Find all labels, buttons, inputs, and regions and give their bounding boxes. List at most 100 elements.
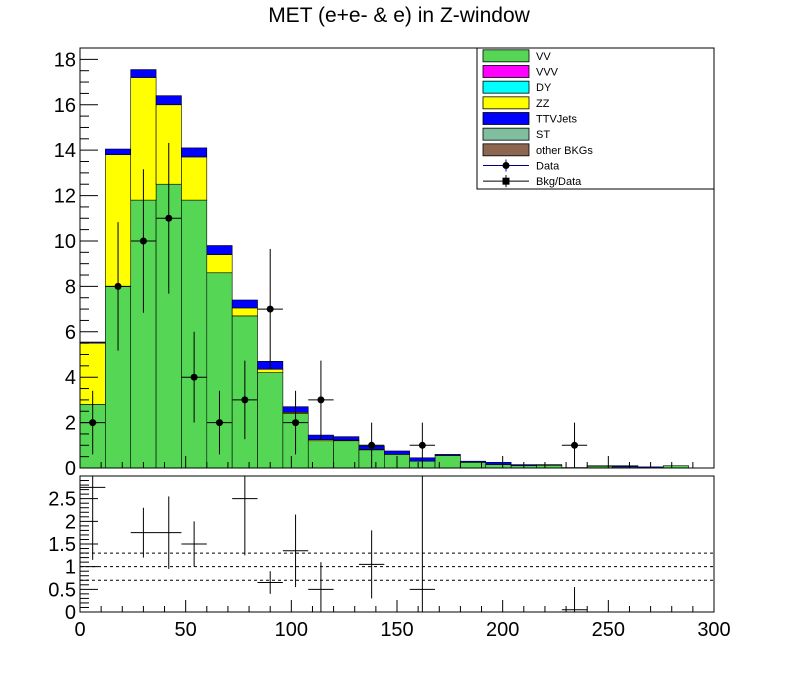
data-marker-12 [571,441,579,449]
main-data-points [80,142,588,468]
legend-label-0: VV [536,51,551,63]
legend-swatch-2 [482,80,530,94]
xtick-label-4: 200 [486,619,519,641]
data-marker-1 [114,282,122,290]
xtick-label-6: 300 [697,619,730,641]
data-point-7 [257,248,283,370]
ratio-plot-frame [79,475,715,613]
legend-label-5: ST [536,129,550,141]
main-ytick-label-9: 18 [54,49,76,71]
data-marker-3 [165,214,173,222]
data-marker-6 [241,396,249,404]
xtick-label-2: 100 [275,619,308,641]
main-ytick-label-8: 16 [54,95,76,117]
data-marker-9 [317,396,325,404]
chart-title: MET (e+e- & e) in Z-window [268,4,530,27]
data-point-1 [105,222,131,351]
bar-ttvjets-14 [434,454,461,456]
data-point-6 [232,360,258,440]
legend-entry-zz: ZZ [482,96,550,110]
legend-label-3: ZZ [536,98,550,110]
legend-label-7: Data [536,161,560,173]
ratio-point-0 [80,476,106,560]
xtick-label-5: 250 [592,619,625,641]
main-ytick-label-5: 10 [54,231,76,253]
legend-entry-st: ST [482,127,550,141]
data-point-8 [282,390,309,455]
bar-vv-7 [257,372,284,469]
xtick-label-3: 150 [380,619,413,641]
bar-zz-7 [257,368,284,373]
legend-label-2: DY [536,82,552,94]
legend-entry-ttvjets: TTVJets [482,112,577,126]
main-axes: 0 2 4 6 8 10 12 14 16 18 [54,49,715,480]
bar-zz-4 [181,156,208,201]
bar-ttvjets-18 [536,464,563,466]
legend-entry-vvv: VVV [482,65,559,79]
legend-entry-bkg-data: Bkg/Data [483,175,582,188]
data-marker-8 [292,419,300,427]
main-ytick-label-4: 8 [65,276,76,298]
legend-marker-7 [502,162,510,169]
legend-label-1: VVV [536,67,559,79]
data-point-2 [130,169,157,313]
main-ytick-label-6: 12 [54,186,76,208]
ratio-ytick-label-2: 1 [65,557,76,579]
ratio-point-7 [308,562,334,612]
data-point-5 [206,390,233,455]
data-point-3 [156,142,182,294]
main-ytick-label-2: 4 [65,367,76,389]
legend-entry-dy: DY [482,80,552,94]
data-marker-4 [190,373,198,381]
ratio-axes: 00.511.522.50 50 100 150 200 250 300 [48,480,731,641]
main-ytick-label-1: 2 [65,413,76,435]
data-point-12 [561,422,588,468]
data-point-10 [358,422,385,468]
main-ytick-label-7: 14 [54,140,76,162]
bar-zz-6 [231,307,258,317]
bar-ttvjets-2 [130,69,157,78]
legend-entry-other-bkgs: other BKGs [482,143,593,157]
legend-swatch-3 [482,96,530,110]
ratio-reference-lines [80,552,714,581]
data-point-11 [409,422,436,468]
bar-ttvjets-1 [105,148,132,156]
xtick-label-1: 50 [175,619,197,641]
bar-ttvjets-6 [231,299,258,309]
data-marker-2 [139,237,147,245]
data-point-9 [308,360,334,440]
legend-label-4: TTVJets [536,114,577,126]
bar-ttvjets-10 [333,436,360,441]
ratio-points [80,476,588,612]
ratio-ytick-label-5: 2.5 [48,489,76,511]
bar-ttvjets-4 [181,147,208,158]
data-point-4 [181,331,207,423]
legend-entry-data: Data [483,159,560,173]
data-marker-5 [215,419,223,427]
main-ytick-label-3: 6 [65,322,76,344]
ratio-point-6 [282,514,309,588]
ratio-point-2 [156,496,182,569]
data-marker-11 [418,441,426,449]
bar-ttvjets-5 [206,245,233,255]
ratio-point-8 [358,530,385,599]
legend-label-6: other BKGs [536,145,593,157]
ratio-ytick-label-1: 0.5 [48,579,76,601]
ratio-point-4 [232,476,258,556]
bar-ttvjets-12 [384,450,410,455]
ratio-point-1 [130,507,157,558]
ratio-ytick-label-3: 1.5 [48,534,76,556]
data-marker-10 [368,441,376,449]
legend-swatch-4 [482,112,530,125]
legend-swatch-1 [482,65,530,78]
bar-ttvjets-15 [460,460,487,463]
ratio-ytick-label-4: 2 [65,511,76,533]
main-ytick-label-0: 0 [65,458,76,480]
legend-label-8: Bkg/Data [536,176,582,188]
bar-vv-16 [485,464,512,469]
bar-ttvjets-3 [155,95,182,106]
legend-swatch-0 [482,49,530,63]
ratio-point-5 [257,571,283,594]
